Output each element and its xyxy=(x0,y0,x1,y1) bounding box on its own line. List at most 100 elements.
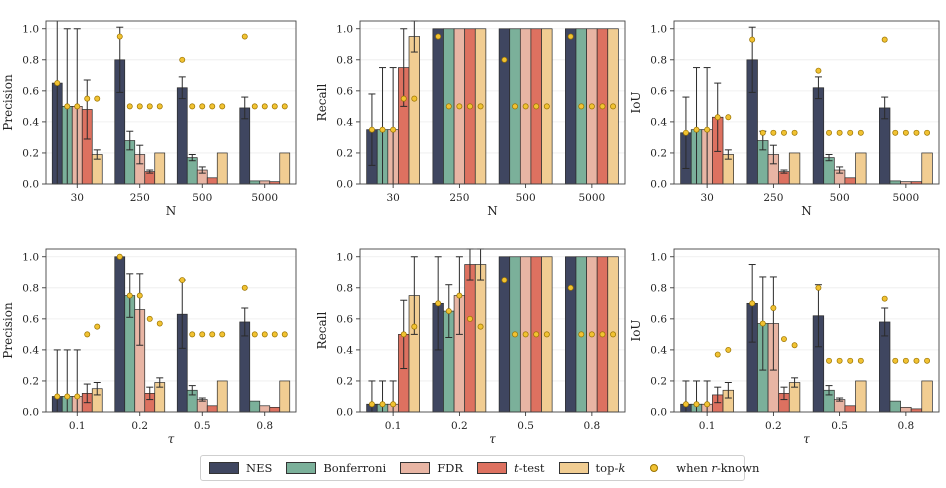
x-tick-label: 5000 xyxy=(893,192,920,204)
y-tick-label: 0.8 xyxy=(336,54,353,66)
marker-r-known xyxy=(704,401,711,408)
x-axis-label: τ xyxy=(168,432,175,446)
y-tick-label: 0.4 xyxy=(650,344,667,356)
bar-bonferroni-500 xyxy=(186,157,198,185)
y-tick-label: 0.2 xyxy=(650,375,667,387)
legend-label: top-k xyxy=(595,461,626,475)
marker-r-known xyxy=(759,129,766,136)
marker-r-known xyxy=(156,320,163,327)
marker-r-known xyxy=(588,103,595,110)
bar-bonferroni-5000 xyxy=(889,180,901,185)
marker-r-known xyxy=(477,103,484,110)
bar-top-k-0.8 xyxy=(921,380,933,413)
marker-r-known xyxy=(924,129,931,136)
axes-frame xyxy=(673,20,940,185)
marker-r-known xyxy=(826,129,832,136)
y-tick-label: 0.4 xyxy=(22,344,39,356)
axes-frame xyxy=(45,20,297,185)
legend-swatch xyxy=(558,462,589,474)
legend-item-nes: NES xyxy=(209,461,272,475)
y-tick-label: 1.0 xyxy=(22,23,39,35)
y-tick-label: 0.2 xyxy=(22,147,39,159)
marker-r-known xyxy=(390,126,397,133)
marker-r-known xyxy=(512,331,518,338)
y-tick-label: 0.4 xyxy=(336,116,353,128)
marker-r-known xyxy=(445,308,452,315)
x-tick-label: 250 xyxy=(763,192,783,204)
marker-r-known xyxy=(501,277,508,283)
x-tick-label: 250 xyxy=(449,192,469,204)
y-tick-label: 0.6 xyxy=(22,313,39,325)
marker-r-known xyxy=(749,36,756,43)
marker-r-known xyxy=(826,357,832,364)
y-tick-label: 0.6 xyxy=(336,85,353,97)
bar-nes-0.2 xyxy=(114,256,126,413)
bar-bonferroni-5000 xyxy=(249,180,261,185)
bar-fdr-0.8 xyxy=(259,405,271,413)
y-tick-label: 0.0 xyxy=(22,407,39,419)
y-tick-label: 0.4 xyxy=(650,116,667,128)
x-tick-label: 30 xyxy=(71,192,84,204)
marker-r-known xyxy=(281,103,288,110)
x-tick-label: 500 xyxy=(830,192,850,204)
marker-r-known xyxy=(189,331,196,338)
marker-r-known xyxy=(759,320,766,327)
marker-r-known xyxy=(693,126,700,133)
y-tick-label: 0.2 xyxy=(336,147,353,159)
marker-r-known xyxy=(522,103,529,110)
marker-r-known xyxy=(54,393,61,400)
x-tick-label: 5000 xyxy=(251,192,278,204)
x-tick-label: 0.5 xyxy=(517,420,534,432)
marker-r-known xyxy=(704,126,711,133)
x-axis-label: τ xyxy=(803,432,810,446)
marker-r-known xyxy=(467,315,473,322)
marker-r-known xyxy=(781,129,787,136)
bar-nes-250 xyxy=(432,28,444,185)
marker-r-known xyxy=(435,33,442,40)
marker-r-known xyxy=(146,103,153,110)
marker-r-known xyxy=(84,331,91,338)
axes-frame xyxy=(45,248,297,413)
marker-r-known xyxy=(714,114,721,121)
marker-r-known xyxy=(836,357,843,364)
y-tick-label: 0.6 xyxy=(650,313,667,325)
marker-r-known xyxy=(924,357,931,364)
bar-top-k-250 xyxy=(788,152,801,185)
y-tick-label: 0.4 xyxy=(22,116,39,128)
bar-top-k-5000 xyxy=(279,152,291,185)
bar-top-k-0.8 xyxy=(279,380,291,413)
x-tick-label: 250 xyxy=(130,192,150,204)
marker-r-known xyxy=(892,129,899,136)
marker-r-known xyxy=(400,95,407,102)
marker-r-known xyxy=(241,284,248,291)
marker-r-known xyxy=(64,103,71,110)
legend-item-t-test: t-test xyxy=(477,461,545,475)
marker-r-known xyxy=(892,357,899,364)
marker-r-known xyxy=(725,346,732,353)
legend-item-bonferroni: Bonferroni xyxy=(286,461,386,475)
marker-r-known xyxy=(456,103,463,110)
marker-r-known xyxy=(725,114,732,121)
bar-top-k-30 xyxy=(408,36,420,185)
marker-r-known xyxy=(791,342,798,349)
bar-t-test-0.5 xyxy=(844,405,856,413)
legend-swatch xyxy=(400,462,431,474)
marker-r-known xyxy=(857,129,864,136)
marker-r-known xyxy=(146,315,153,322)
chart-panel-6: 0.0 0.2 0.4 0.6 0.8 1.0 0.1 0.2 0.5 0.8 τ IoU xyxy=(629,248,940,446)
marker-r-known xyxy=(199,103,206,110)
x-tick-label: 0.2 xyxy=(765,420,782,432)
marker-r-known xyxy=(610,331,617,338)
marker-r-known xyxy=(836,129,843,136)
legend-marker xyxy=(639,462,669,474)
legend-swatch xyxy=(477,462,508,474)
marker-r-known xyxy=(588,331,595,338)
y-tick-label: 0.8 xyxy=(22,54,39,66)
marker-r-known xyxy=(199,331,206,338)
bar-fdr-0.8 xyxy=(900,406,912,413)
marker-r-known xyxy=(251,103,258,110)
marker-r-known xyxy=(567,284,574,291)
x-tick-label: 30 xyxy=(386,192,399,204)
marker-r-known xyxy=(881,295,888,302)
